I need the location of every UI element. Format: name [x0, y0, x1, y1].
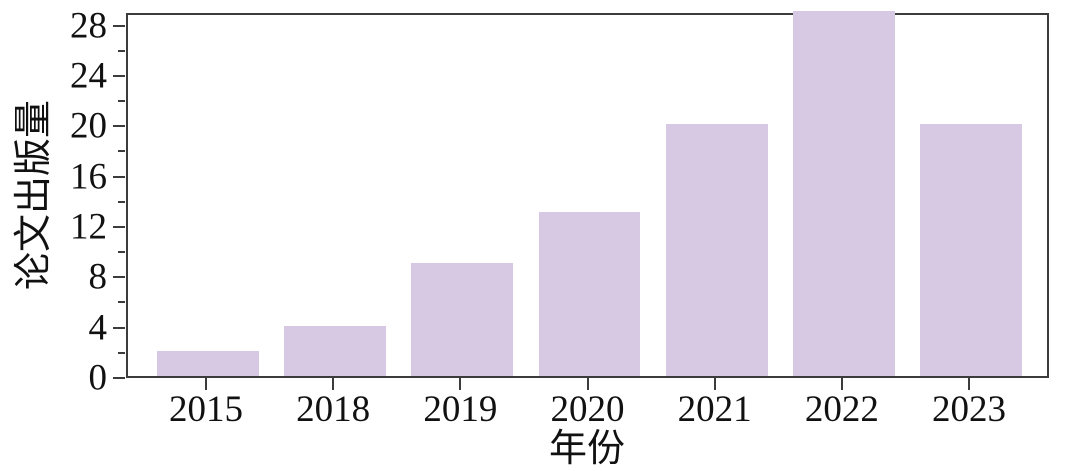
y-tick-28 [113, 24, 125, 27]
bar-2021 [665, 124, 768, 376]
x-tick-2018 [332, 378, 335, 390]
x-tick-label-2020: 2020 [550, 389, 625, 430]
y-tick-4 [113, 326, 125, 329]
y-minor-tick-22 [118, 100, 125, 103]
bar-2019 [411, 262, 514, 376]
y-tick-label-24: 24 [70, 55, 107, 97]
y-minor-tick-14 [118, 200, 125, 203]
y-minor-tick-18 [118, 150, 125, 153]
x-tick-label-2019: 2019 [423, 389, 498, 430]
y-tick-label-4: 4 [88, 307, 108, 349]
y-tick-12 [113, 225, 125, 228]
y-tick-label-12: 12 [70, 206, 107, 248]
y-minor-tick-6 [118, 301, 125, 304]
y-tick-label-0: 0 [88, 357, 108, 399]
bar-2015 [157, 350, 259, 376]
y-minor-tick-10 [118, 251, 125, 254]
x-tick-2023 [968, 378, 970, 390]
x-tick-label-2015: 2015 [169, 389, 243, 430]
x-tick-2020 [586, 378, 589, 390]
x-tick-2021 [713, 378, 716, 390]
plot-area [126, 11, 1049, 378]
bar-2020 [538, 212, 641, 376]
bar-2018 [284, 325, 387, 376]
y-tick-label-20: 20 [70, 105, 107, 147]
y-tick-label-8: 8 [88, 256, 108, 298]
y-tick-16 [113, 175, 125, 178]
bar-2022 [792, 11, 895, 376]
x-tick-label-2018: 2018 [296, 389, 371, 430]
x-tick-label-2023: 2023 [932, 389, 1006, 430]
x-tick-label-2021: 2021 [677, 389, 752, 430]
x-tick-2015 [205, 378, 207, 390]
x-tick-2019 [459, 378, 462, 390]
y-tick-label-28: 28 [70, 5, 107, 47]
y-minor-tick-26 [118, 49, 125, 52]
y-tick-24 [113, 74, 125, 77]
x-tick-label-2022: 2022 [804, 389, 879, 430]
x-axis-title: 年份 [548, 428, 626, 470]
x-tick-2022 [840, 378, 843, 390]
bar-2023 [920, 124, 1022, 376]
y-tick-20 [113, 125, 125, 128]
y-tick-0 [113, 377, 125, 379]
y-tick-label-16: 16 [70, 156, 107, 198]
y-tick-8 [113, 276, 125, 279]
y-minor-tick-2 [118, 351, 125, 354]
